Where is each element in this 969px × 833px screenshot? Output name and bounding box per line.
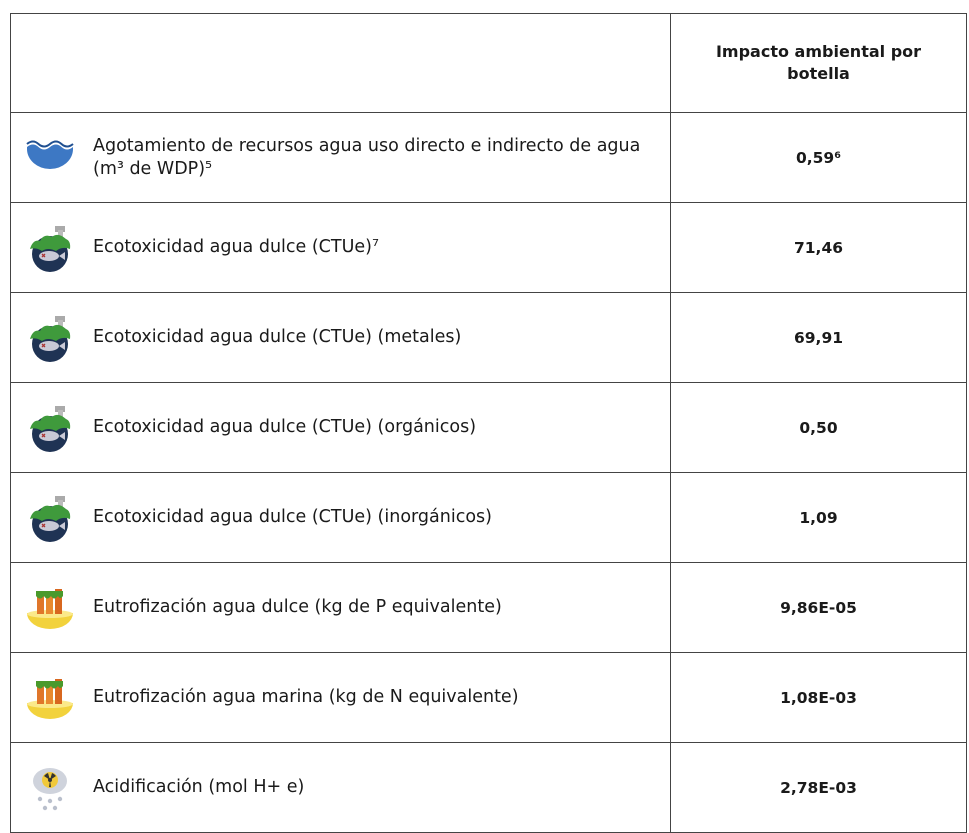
row: Eutrofización agua dulce (kg de P equiva… — [10, 562, 967, 653]
label-cell: Ecotoxicidad agua dulce (CTUe)⁷ — [10, 202, 671, 293]
header-row: Impacto ambiental por botella — [10, 13, 967, 113]
ecotox-icon — [25, 313, 75, 363]
ecotox-icon — [25, 493, 75, 543]
row: Acidificación (mol H+ e) 2,78E-03 — [10, 742, 967, 833]
row: Ecotoxicidad agua dulce (CTUe)⁷ 71,46 — [10, 202, 967, 293]
value: 0,59⁶ — [670, 112, 967, 203]
eutrophication-icon — [25, 583, 75, 633]
label-cell: Ecotoxicidad agua dulce (CTUe) (metales) — [10, 292, 671, 383]
header-cell: Impacto ambiental por botella — [670, 13, 967, 113]
value: 0,50 — [670, 382, 967, 473]
label: Ecotoxicidad agua dulce (CTUe) (orgánico… — [93, 417, 477, 437]
label-cell: Eutrofización agua dulce (kg de P equiva… — [10, 562, 671, 653]
label-cell: Ecotoxicidad agua dulce (CTUe) (inorgáni… — [10, 472, 671, 563]
row: Ecotoxicidad agua dulce (CTUe) (metales)… — [10, 292, 967, 383]
label: Ecotoxicidad agua dulce (CTUe) (metales) — [93, 327, 462, 347]
label-cell: Acidificación (mol H+ e) — [10, 742, 671, 833]
value: 1,09 — [670, 472, 967, 563]
label: Acidificación (mol H+ e) — [93, 777, 305, 797]
row: Agotamiento de recursos agua uso directo… — [10, 112, 967, 203]
header-cell — [10, 13, 671, 113]
label: Ecotoxicidad agua dulce (CTUe)⁷ — [93, 237, 379, 257]
label: Agotamiento de recursos agua uso directo… — [93, 135, 641, 179]
acidification-icon — [25, 763, 75, 813]
value: 9,86E-05 — [670, 562, 967, 653]
ecotox-icon — [25, 223, 75, 273]
value: 2,78E-03 — [670, 742, 967, 833]
label-cell: Agotamiento de recursos agua uso directo… — [10, 112, 671, 203]
label: Eutrofización agua dulce (kg de P equiva… — [93, 597, 502, 617]
row: Ecotoxicidad agua dulce (CTUe) (orgánico… — [10, 382, 967, 473]
ecotox-icon — [25, 403, 75, 453]
label: Ecotoxicidad agua dulce (CTUe) (inorgáni… — [93, 507, 492, 527]
impact-table: Impacto ambiental por botella Agotamient… — [10, 13, 967, 833]
value: 71,46 — [670, 202, 967, 293]
label-cell: Eutrofización agua marina (kg de N equiv… — [10, 652, 671, 743]
label-cell: Ecotoxicidad agua dulce (CTUe) (orgánico… — [10, 382, 671, 473]
water-icon — [25, 133, 75, 183]
value: 1,08E-03 — [670, 652, 967, 743]
row: Eutrofización agua marina (kg de N equiv… — [10, 652, 967, 743]
value: 69,91 — [670, 292, 967, 383]
eutrophication-icon — [25, 673, 75, 723]
row: Ecotoxicidad agua dulce (CTUe) (inorgáni… — [10, 472, 967, 563]
label: Eutrofización agua marina (kg de N equiv… — [93, 687, 519, 707]
